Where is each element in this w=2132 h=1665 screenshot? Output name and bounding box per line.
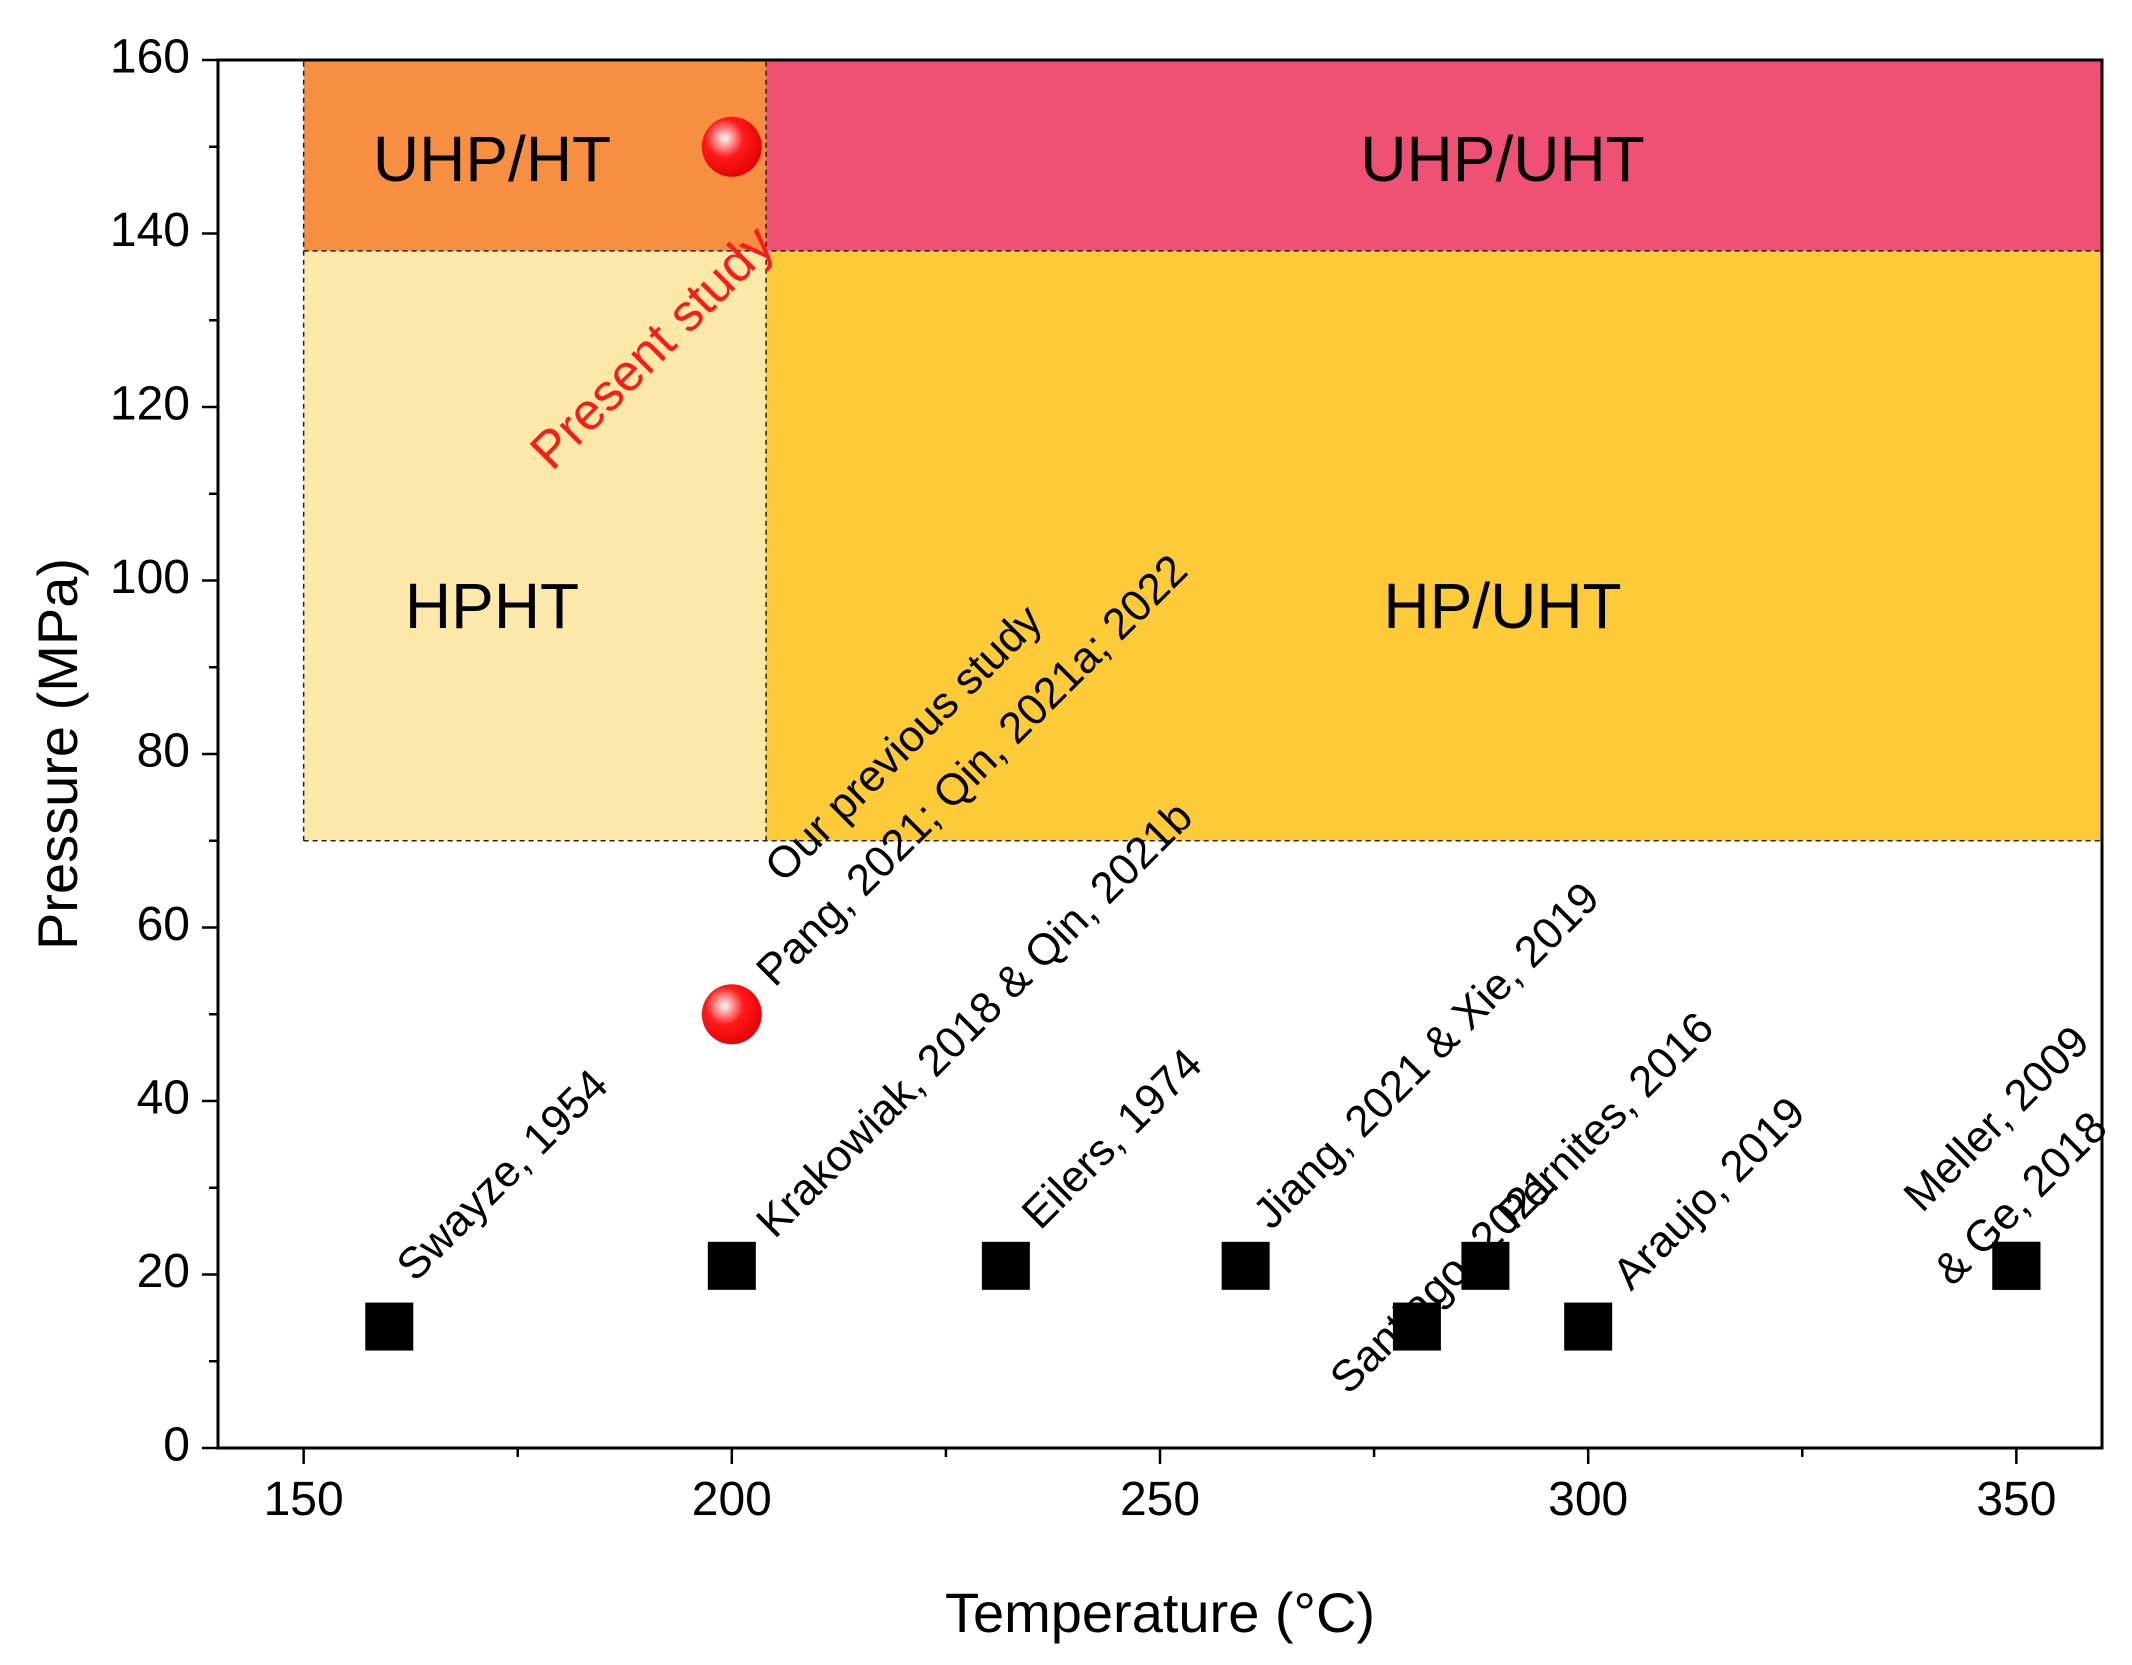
- y-tick-label: 120: [110, 378, 190, 431]
- y-tick-label: 80: [137, 725, 190, 778]
- region-label-hp-uht: HP/UHT: [1383, 570, 1621, 642]
- region-uhp-uht: [766, 60, 2102, 251]
- point-label-eilers-1974: Eilers, 1974: [1013, 1039, 1212, 1238]
- region-hpht: [303, 250, 767, 841]
- y-tick-label: 20: [137, 1245, 190, 1298]
- y-tick-label: 40: [137, 1072, 190, 1125]
- region-borders: [302, 60, 2102, 842]
- region-uhp-ht: [303, 60, 767, 251]
- y-axis-ticks: 0 20 40 60 80 100 120 140 160: [110, 31, 218, 1472]
- square-marker: [1564, 1302, 1613, 1351]
- y-tick-label: 140: [110, 204, 190, 257]
- region-hp-uht: [766, 250, 2102, 841]
- sphere-marker: [701, 984, 762, 1045]
- axes: 150 200 250 300 350 0 20 40 60 80 100 120 140 160 Te…: [26, 31, 2104, 1644]
- y-tick-label: 60: [137, 898, 190, 951]
- region-labels: HPHT HP/UHT UHP/HT UHP/UHT: [373, 123, 1645, 642]
- square-marker: [1392, 1302, 1441, 1351]
- square-marker: [1461, 1241, 1510, 1290]
- y-axis-label: Pressure (MPa): [26, 558, 89, 950]
- x-axis-ticks: 150 200 250 300 350: [264, 1448, 2056, 1526]
- y-tick-label: 100: [110, 551, 190, 604]
- data-points: [365, 116, 2041, 1351]
- square-marker: [707, 1241, 756, 1290]
- square-marker: [1992, 1241, 2041, 1290]
- x-tick-label: 150: [264, 1473, 344, 1526]
- regions-layer: [303, 60, 2102, 841]
- square-marker: [981, 1241, 1030, 1290]
- x-tick-label: 300: [1548, 1473, 1628, 1526]
- region-label-uhp-uht: UHP/UHT: [1360, 123, 1644, 195]
- x-tick-label: 250: [1120, 1473, 1200, 1526]
- y-tick-label: 0: [163, 1419, 190, 1472]
- square-marker: [365, 1302, 414, 1351]
- region-label-uhp-ht: UHP/HT: [373, 123, 611, 195]
- y-tick-label: 160: [110, 31, 190, 84]
- sphere-marker: [701, 116, 762, 177]
- x-tick-label: 200: [692, 1473, 772, 1526]
- x-tick-label: 350: [1976, 1473, 2056, 1526]
- x-axis-label: Temperature (°C): [945, 1581, 1375, 1644]
- point-label-swayze-1954: Swayze, 1954: [387, 1060, 617, 1290]
- region-label-hpht: HPHT: [405, 570, 579, 642]
- square-marker: [1221, 1241, 1270, 1290]
